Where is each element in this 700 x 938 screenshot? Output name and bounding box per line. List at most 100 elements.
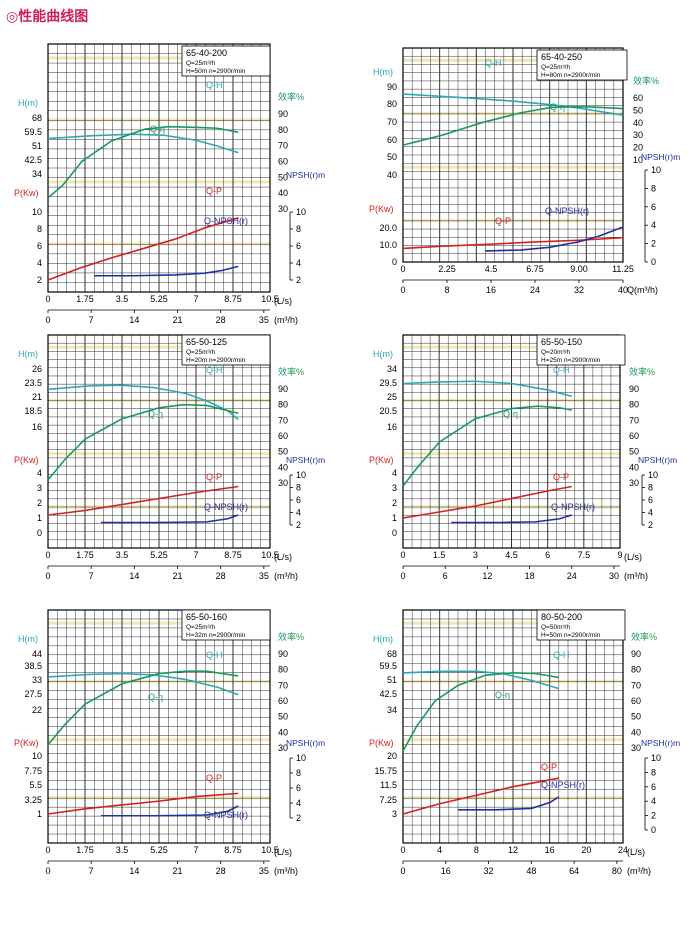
curve-q- (402, 405, 572, 487)
curve-q-p (47, 792, 239, 815)
ls-tick-label: 8.75 (224, 845, 242, 855)
p-tick-label: 1 (392, 513, 397, 523)
npsh-tick-label: 8 (648, 483, 653, 493)
p-tick-label: 3 (37, 483, 42, 493)
model-box (536, 334, 626, 366)
curve-q-p (47, 485, 239, 516)
model-spec: Q=20m³/h (541, 349, 570, 356)
npsh-tick-label: 4 (296, 508, 301, 518)
h-tick-label: 51 (387, 675, 397, 685)
h-tick-label: 68 (32, 113, 42, 123)
m3h-tick-label: 40 (618, 285, 628, 295)
npsh-axis-title: NPSH(r)m (286, 455, 325, 465)
curve-q-h (402, 93, 624, 116)
efficiency-tick-label: 90 (629, 384, 639, 394)
npsh-tick-label: 2 (296, 813, 301, 823)
efficiency-tick-label: 80 (629, 400, 639, 410)
npsh-tick-label: 8 (296, 483, 301, 493)
curve-label: Q-H (206, 650, 223, 660)
ls-tick-label: 9 (617, 550, 622, 560)
h-tick-label: 59.5 (379, 661, 397, 671)
ls-tick-label: 7 (193, 845, 198, 855)
m3h-axis-unit: (m³/h) (274, 571, 298, 581)
npsh-tick-label: 8 (651, 183, 656, 193)
p-tick-label: 3 (392, 809, 397, 819)
efficiency-tick-label: 60 (278, 431, 288, 441)
ls-tick-label: 1.75 (76, 294, 94, 304)
efficiency-tick-label: 70 (278, 415, 288, 425)
m3h-tick-label: 28 (216, 315, 226, 325)
curve-q- (47, 403, 239, 481)
ls-tick-label: 6 (545, 550, 550, 560)
m3h-tick-label: 30 (609, 571, 619, 581)
m3h-tick-label: 7 (89, 315, 94, 325)
p-tick-label: 2 (37, 275, 42, 285)
model-spec: H=32m n=2900r/min (186, 632, 246, 639)
p-tick-label: 5.5 (29, 780, 42, 790)
npsh-tick-label: 10 (296, 470, 306, 480)
ls-tick-label: 8 (474, 845, 479, 855)
ls-tick-label: 3 (473, 550, 478, 560)
plot-frame (402, 47, 624, 263)
p-tick-label: 3 (392, 483, 397, 493)
m3h-axis-unit: Q(m³/h) (627, 285, 658, 295)
curve-label: Q-P (495, 216, 511, 226)
curve-label: Q-η (550, 102, 565, 112)
m3h-tick-label: 35 (259, 571, 269, 581)
ls-tick-label: 5.25 (150, 550, 168, 560)
efficiency-tick-label: 70 (278, 141, 288, 151)
m3h-tick-label: 48 (526, 866, 536, 876)
npsh-axis-title: NPSH(r)m (641, 152, 680, 162)
h-tick-label: 42.5 (379, 689, 397, 699)
m3h-tick-label: 14 (129, 315, 139, 325)
curve-label: Q-H (206, 365, 223, 375)
m3h-tick-label: 12 (482, 571, 492, 581)
h-tick-label: 20.5 (379, 406, 397, 416)
npsh-tick-label: 8 (296, 224, 301, 234)
model-spec: H=20m n=2900r/min (186, 357, 246, 364)
curve-label: Q-η (150, 124, 165, 134)
h-tick-label: 34 (387, 705, 397, 715)
curve-q-p (402, 485, 572, 519)
m3h-tick-label: 0 (400, 866, 405, 876)
m3h-tick-label: 28 (216, 571, 226, 581)
m3h-tick-label: 35 (259, 315, 269, 325)
curve-label: Q-P (553, 472, 569, 482)
h-tick-label: 68 (387, 649, 397, 659)
h-tick-label: 26 (32, 364, 42, 374)
ls-tick-label: 0 (400, 264, 405, 274)
npsh-tick-label: 10 (651, 165, 661, 175)
curve-q-h (402, 380, 572, 398)
h-tick-label: 50 (387, 152, 397, 162)
curve-q-npsh-r- (458, 796, 560, 811)
curve-label: Q-NPSH(r) (204, 810, 248, 820)
h-axis-title: H(m) (373, 349, 393, 359)
h-tick-label: 23.5 (24, 378, 42, 388)
h-tick-label: 80 (387, 99, 397, 109)
model-box (536, 49, 628, 81)
npsh-tick-label: 2 (651, 811, 656, 821)
curve-q-h (47, 672, 239, 696)
h-tick-label: 22 (32, 705, 42, 715)
npsh-tick-label: 2 (296, 520, 301, 530)
efficiency-tick-label: 90 (278, 109, 288, 119)
m3h-tick-label: 32 (574, 285, 584, 295)
ls-tick-label: 4.5 (505, 550, 518, 560)
ls-tick-label: 0 (400, 845, 405, 855)
m3h-tick-label: 21 (172, 571, 182, 581)
efficiency-tick-label: 60 (278, 696, 288, 706)
ls-tick-label: 24 (618, 845, 628, 855)
m3h-tick-label: 21 (172, 866, 182, 876)
efficiency-tick-label: 50 (278, 712, 288, 722)
p-tick-label: 4 (37, 258, 42, 268)
m3h-axis-unit: (m³/h) (274, 866, 298, 876)
m3h-tick-label: 21 (172, 315, 182, 325)
h-axis-title: H(m) (18, 98, 38, 108)
curve-q-npsh-r- (485, 226, 624, 252)
plot-frame (47, 334, 271, 549)
h-tick-label: 27.5 (24, 689, 42, 699)
curve-label: Q-P (206, 472, 222, 482)
h-tick-label: 21 (32, 392, 42, 402)
curve-label: Q-η (495, 690, 510, 700)
p-tick-label: 3.25 (24, 795, 42, 805)
